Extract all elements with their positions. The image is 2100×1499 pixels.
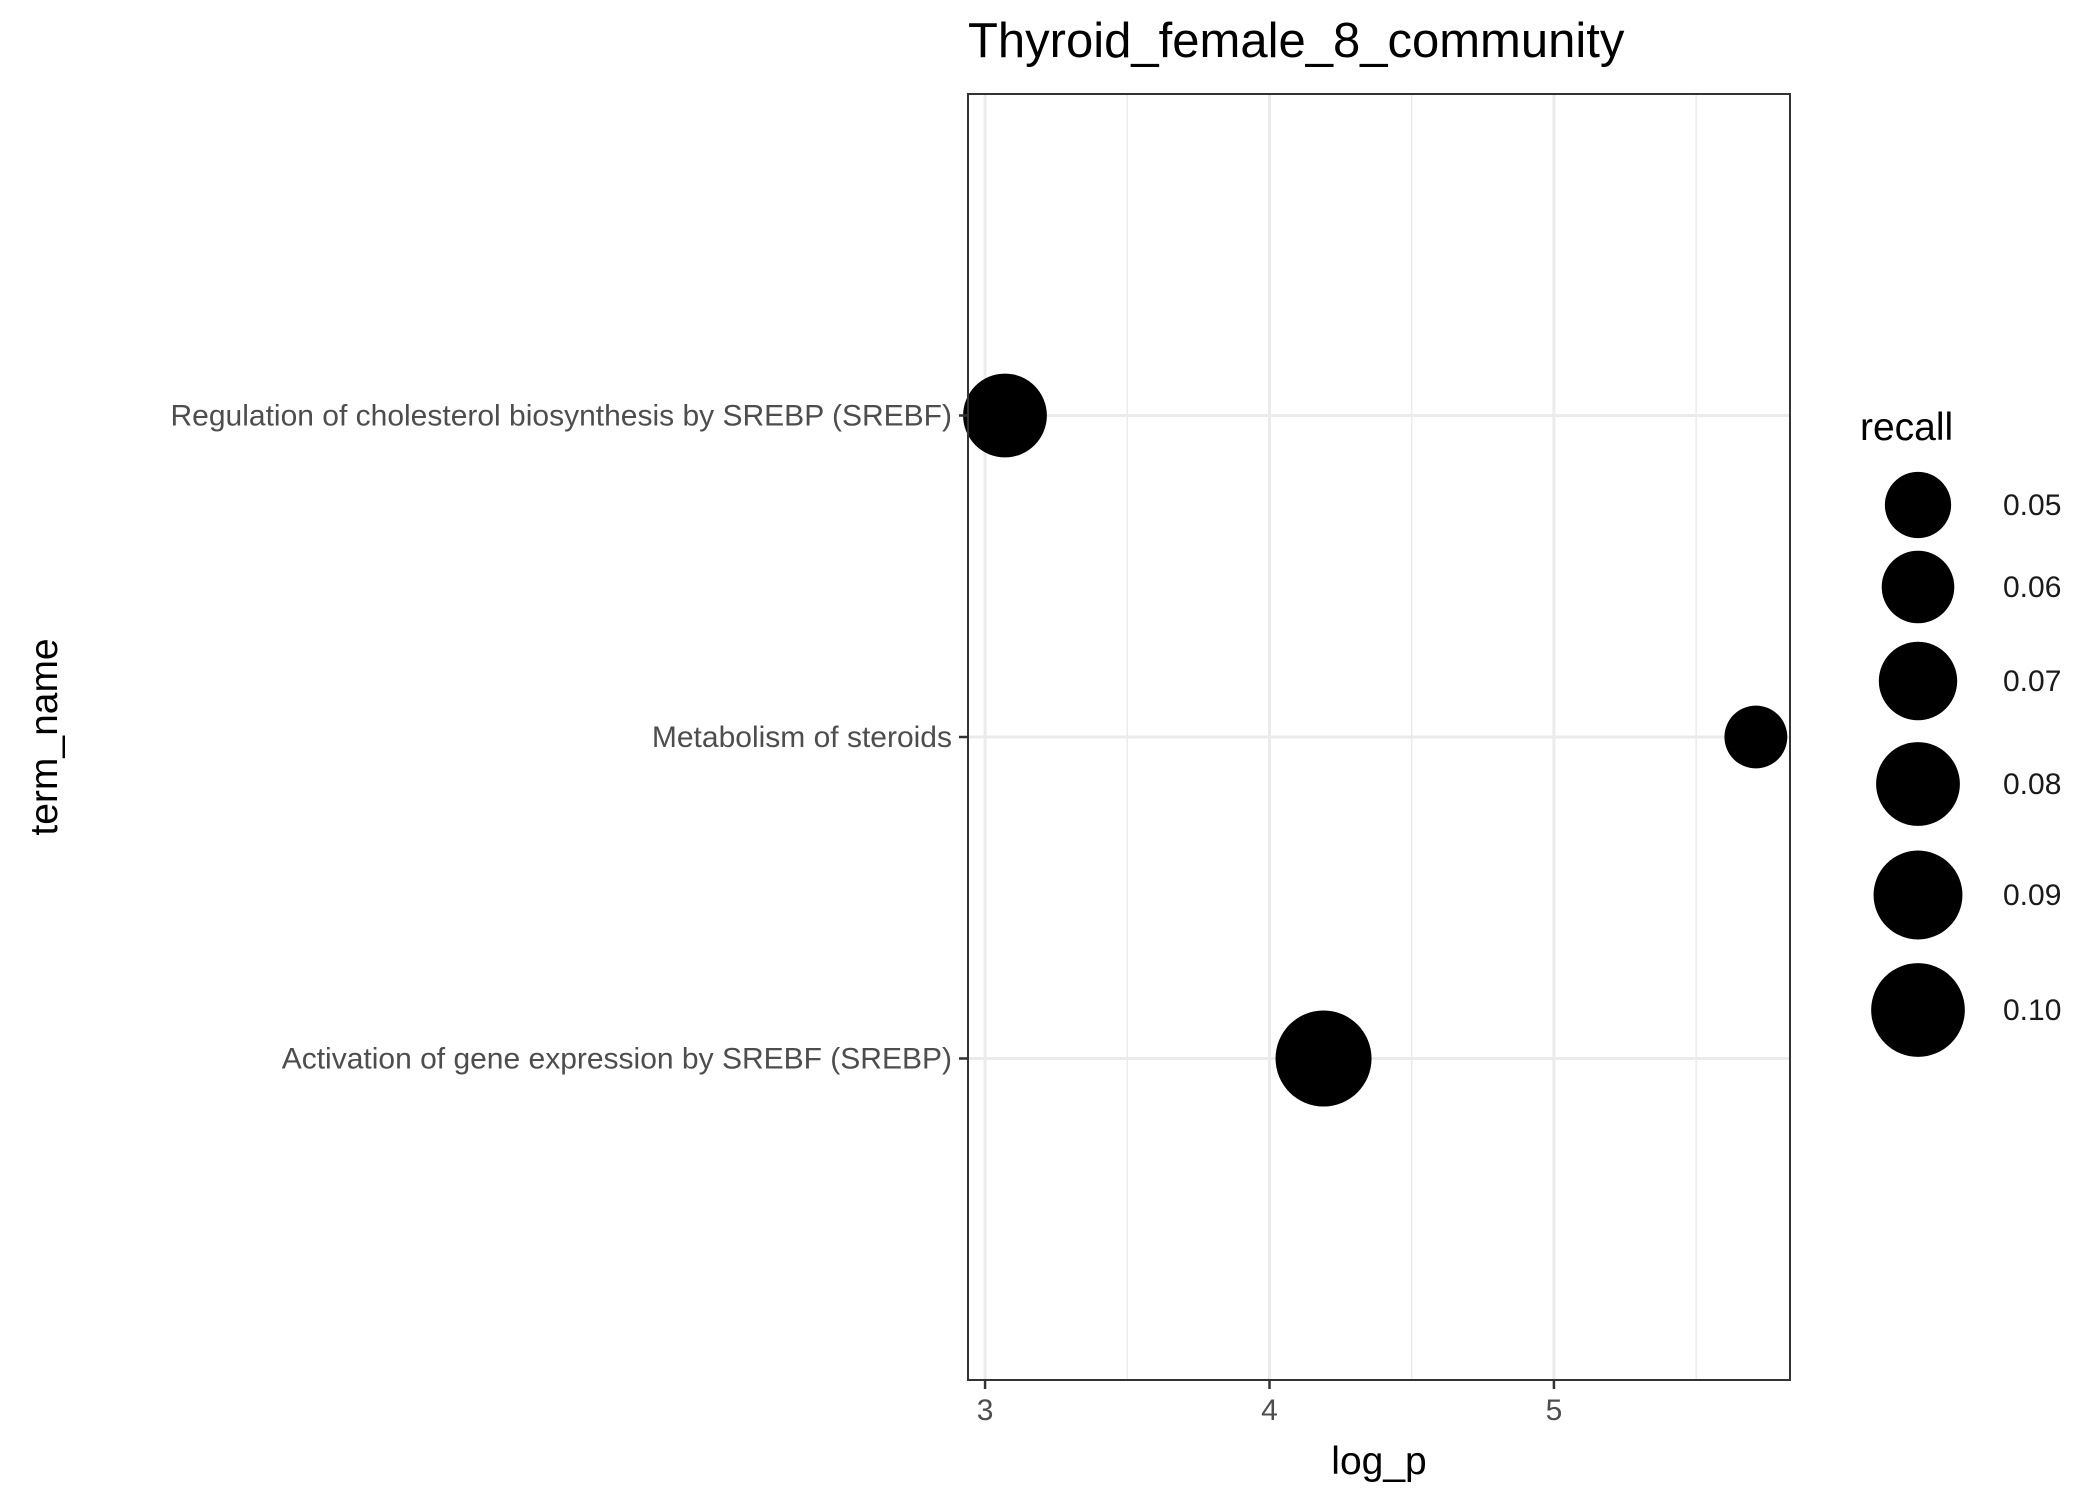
data-points (963, 373, 1788, 1107)
chart-title: Thyroid_female_8_community (968, 14, 1625, 68)
x-axis: 3 4 5 (977, 1380, 1563, 1427)
legend-title: recall (1860, 406, 1953, 449)
data-point (1724, 705, 1788, 769)
legend-key-circle (1873, 850, 1963, 940)
legend-key-circle (1871, 963, 1965, 1057)
y-axis: Activation of gene expression by SREBF (… (171, 400, 968, 1076)
x-axis-title: log_p (1331, 1440, 1426, 1483)
legend-key-circle (1881, 550, 1955, 624)
size-legend: recall 0.05 0.06 0.07 0.08 0.09 0.10 (1860, 406, 2061, 1057)
legend-key-label: 0.05 (2003, 489, 2061, 522)
data-point (963, 373, 1047, 458)
y-tick-label: Activation of gene expression by SREBF (… (282, 1043, 952, 1076)
legend-key-circle (1878, 641, 1958, 721)
grid-lines (968, 94, 1790, 1380)
legend-key-label: 0.10 (2003, 994, 2061, 1027)
y-tick-label: Regulation of cholesterol biosynthesis b… (171, 400, 952, 433)
legend-key-circle (1876, 742, 1960, 826)
y-tick-label: Metabolism of steroids (652, 721, 952, 754)
x-tick-label: 4 (1261, 1394, 1278, 1427)
data-point (1275, 1010, 1372, 1107)
legend-key-label: 0.09 (2003, 879, 2061, 912)
y-axis-title: term_name (23, 638, 66, 835)
legend-key-label: 0.07 (2003, 665, 2061, 698)
legend-key-label: 0.06 (2003, 571, 2061, 604)
legend-key-label: 0.08 (2003, 768, 2061, 801)
x-tick-label: 5 (1546, 1394, 1563, 1427)
x-tick-label: 3 (977, 1394, 994, 1427)
legend-key-circle (1884, 471, 1952, 539)
